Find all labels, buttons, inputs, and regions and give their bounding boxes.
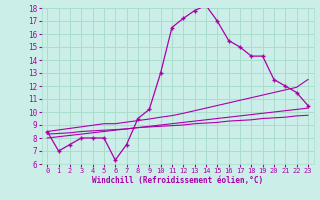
X-axis label: Windchill (Refroidissement éolien,°C): Windchill (Refroidissement éolien,°C)	[92, 176, 263, 185]
